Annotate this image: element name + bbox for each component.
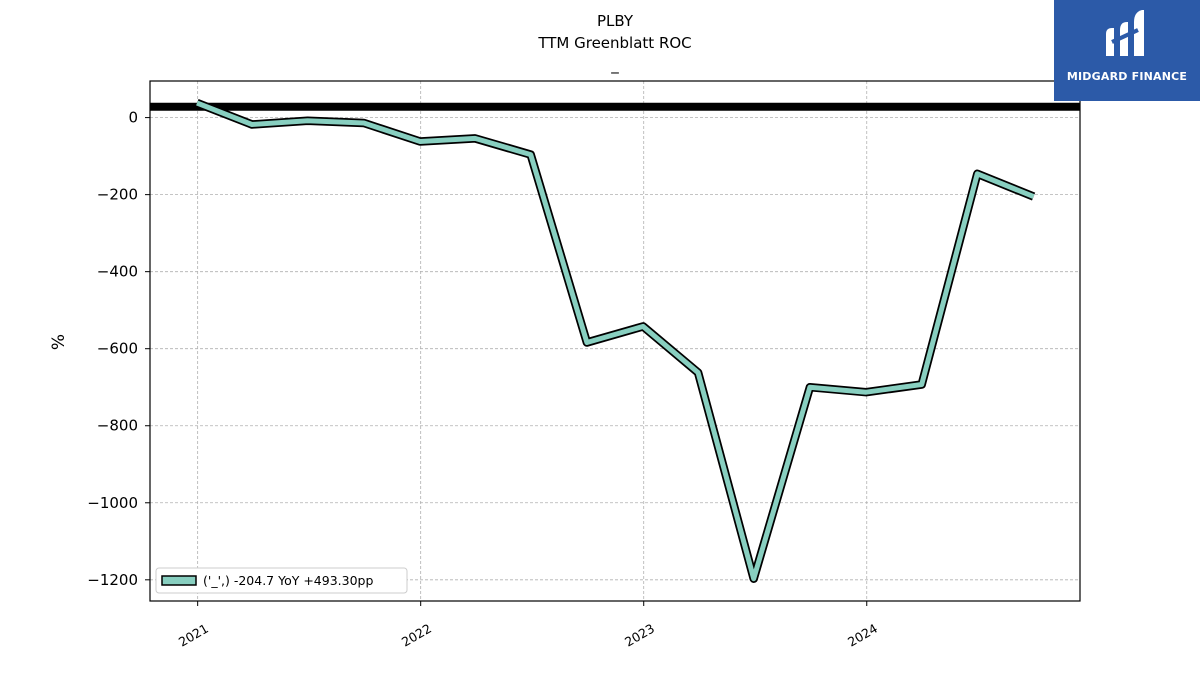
x-tick-label: 2022 (399, 621, 434, 650)
x-tick-label: 2024 (845, 621, 880, 650)
y-tick-label: −200 (97, 186, 138, 204)
series-layer (195, 99, 1036, 583)
chart-subtitle: TTM Greenblatt ROC (537, 34, 691, 52)
series-line (196, 100, 1035, 582)
y-tick-label: −400 (97, 263, 138, 281)
y-tick-label: −1200 (87, 571, 138, 589)
series-line-outline (195, 99, 1036, 583)
y-tick-label: 0 (128, 109, 138, 127)
x-axis-ticks: 2021 2022 2023 2024 (176, 601, 880, 650)
y-tick-label: −600 (97, 340, 138, 358)
x-tick-label: 2021 (176, 621, 211, 650)
chart-subtitle-2: _ (610, 56, 619, 75)
y-axis-ticks: 0 −200 −400 −600 −800 −1000 −1200 (87, 109, 150, 589)
legend-box (155, 567, 408, 594)
y-axis-label: % (49, 334, 69, 350)
y-tick-label: −800 (97, 417, 138, 435)
legend: ('_',) -204.7 YoY +493.30pp (155, 567, 408, 594)
midgard-finance-logo: MIDGARD FINANCE (1054, 0, 1200, 101)
x-tick-label: 2023 (622, 621, 657, 650)
plot-frame (149, 80, 1081, 602)
legend-swatch (161, 575, 197, 586)
chart-title: PLBY (597, 12, 634, 30)
y-tick-label: −1000 (87, 494, 138, 512)
grid (150, 81, 1080, 601)
midgard-logo-icon (1106, 10, 1144, 56)
legend-label: ('_',) -204.7 YoY +493.30pp (203, 573, 373, 588)
logo-text: MIDGARD FINANCE (1066, 70, 1188, 83)
